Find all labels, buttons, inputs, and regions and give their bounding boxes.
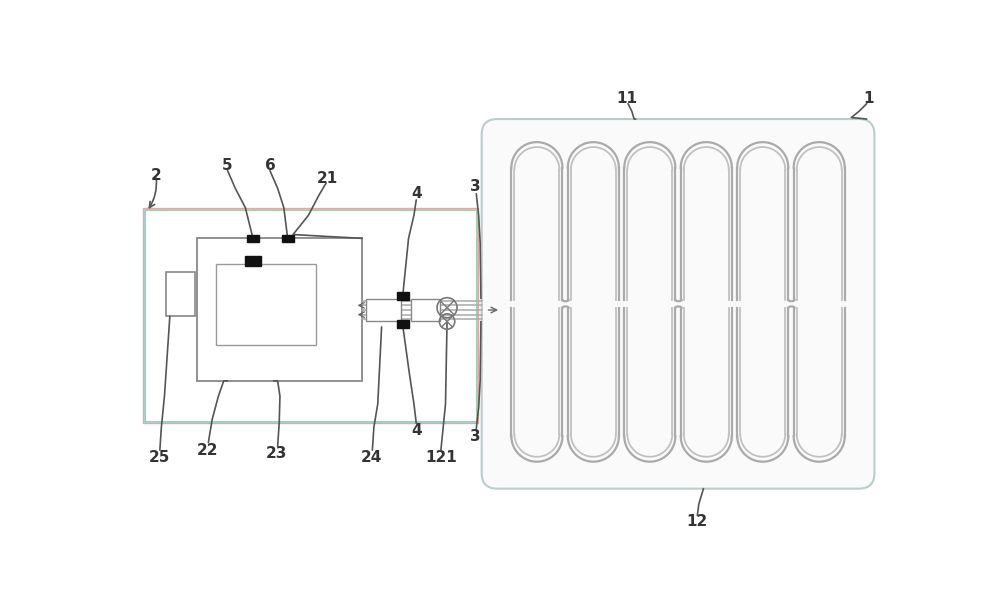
- Text: 21: 21: [317, 171, 338, 186]
- Text: 23: 23: [265, 447, 287, 461]
- Text: 6: 6: [265, 158, 275, 173]
- Bar: [216, 264, 316, 345]
- Text: 11: 11: [616, 91, 637, 106]
- Bar: [144, 209, 477, 422]
- Bar: [282, 234, 294, 242]
- Text: 24: 24: [361, 450, 382, 466]
- Bar: [245, 257, 261, 266]
- Bar: [397, 320, 409, 328]
- Text: 2: 2: [151, 168, 161, 183]
- Bar: [143, 208, 478, 423]
- Text: 5: 5: [222, 158, 233, 173]
- Bar: [145, 210, 476, 421]
- Text: 3: 3: [470, 429, 481, 444]
- Text: 4: 4: [412, 422, 422, 438]
- Bar: [197, 239, 362, 381]
- Bar: [166, 271, 195, 316]
- Text: 121: 121: [425, 450, 457, 466]
- Bar: [247, 234, 259, 242]
- Bar: [397, 293, 409, 300]
- Text: 25: 25: [148, 450, 170, 466]
- Text: 12: 12: [686, 514, 707, 529]
- Text: 22: 22: [197, 443, 218, 458]
- Bar: [411, 299, 440, 320]
- Bar: [366, 299, 401, 320]
- Text: 3: 3: [470, 179, 481, 194]
- Text: 4: 4: [411, 186, 422, 202]
- FancyBboxPatch shape: [482, 119, 874, 489]
- Text: 1: 1: [864, 91, 874, 106]
